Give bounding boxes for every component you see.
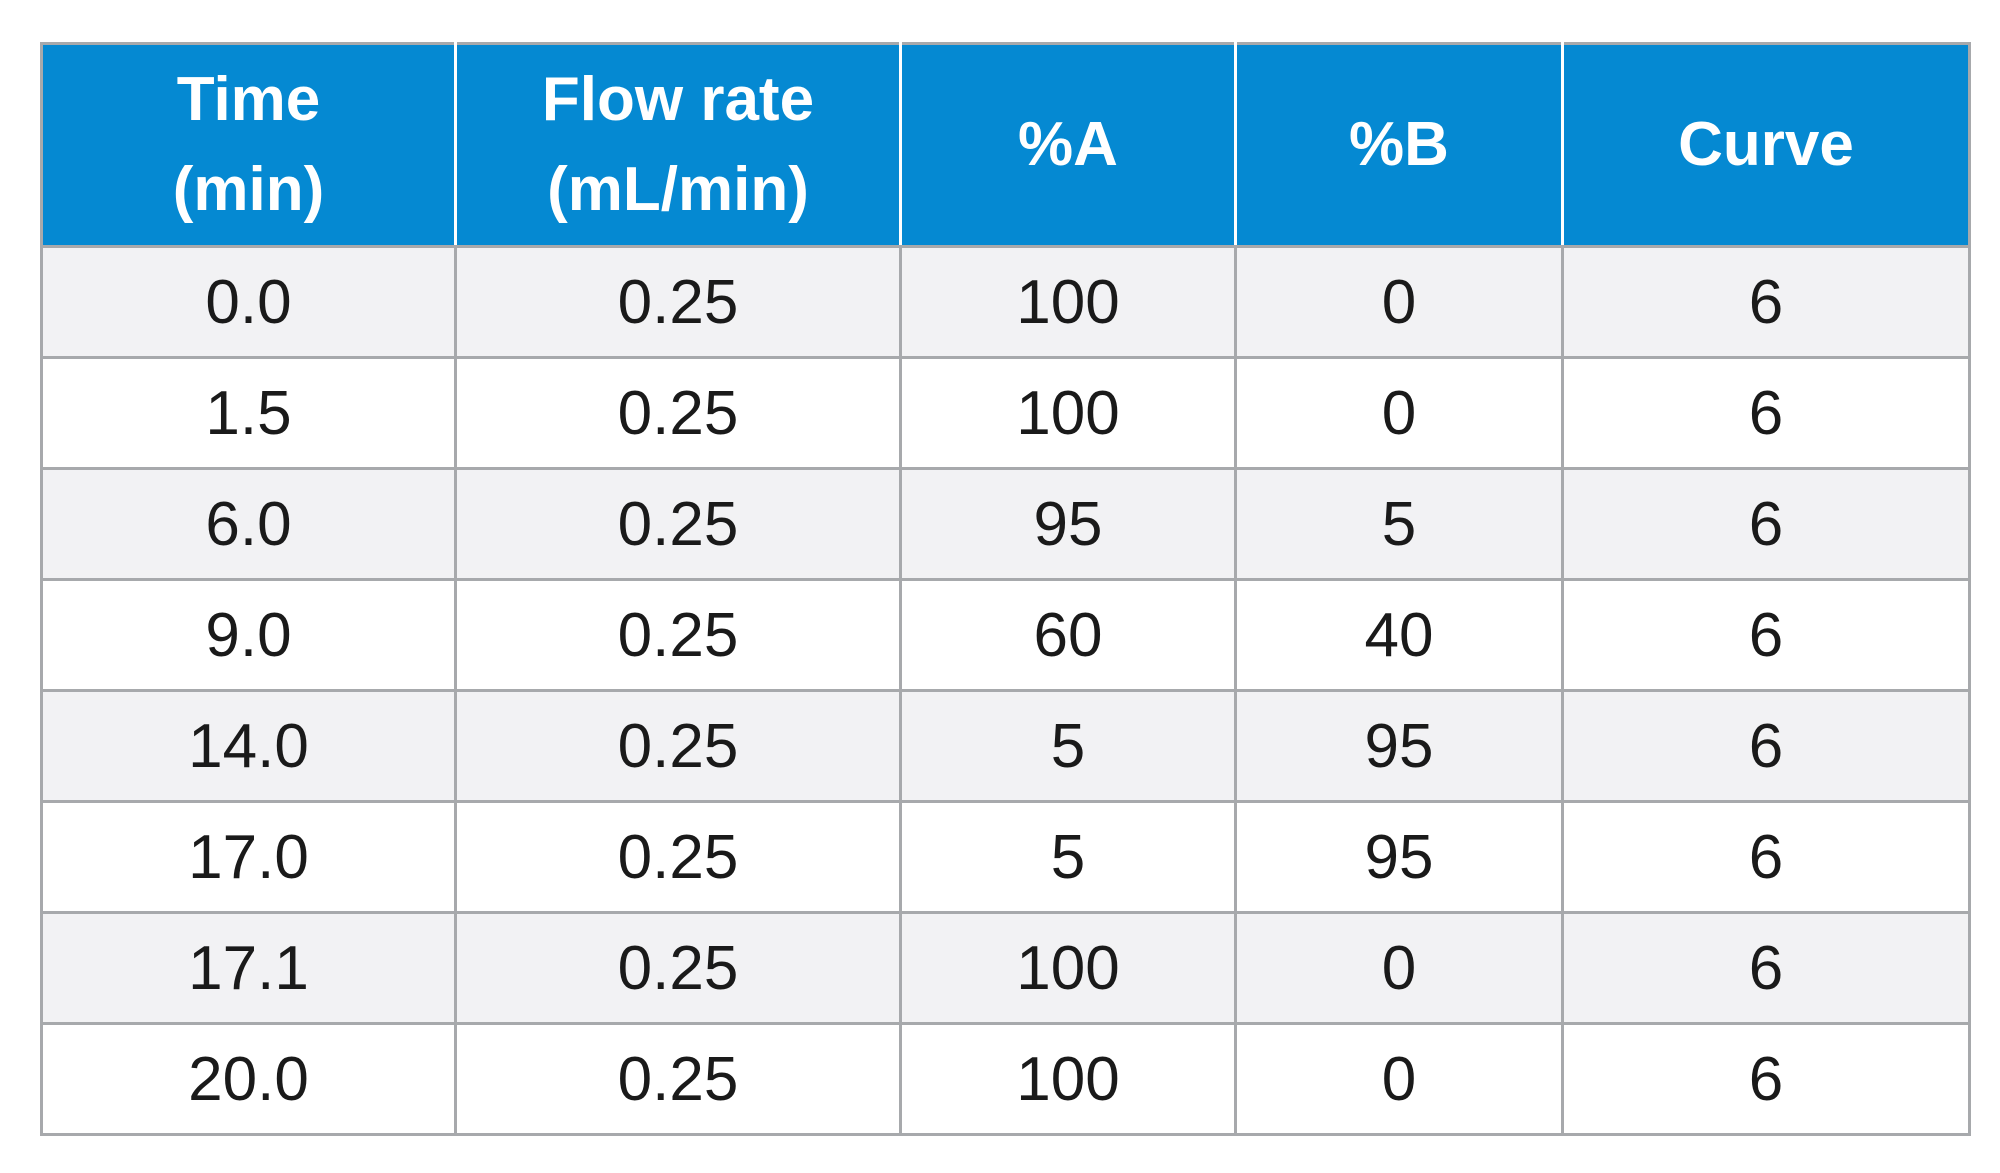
cell-percent-a: 5 bbox=[899, 689, 1237, 803]
cell-percent-a: 100 bbox=[899, 1022, 1237, 1136]
cell-flow-rate: 0.25 bbox=[454, 911, 902, 1025]
header-curve-label: Curve bbox=[1678, 110, 1854, 179]
cell-time: 1.5 bbox=[40, 356, 457, 470]
cell-time: 6.0 bbox=[40, 467, 457, 581]
cell-percent-a: 60 bbox=[899, 578, 1237, 692]
table-row: 1.5 0.25 100 0 6 bbox=[40, 356, 1971, 470]
cell-percent-b: 40 bbox=[1234, 578, 1564, 692]
cell-percent-b: 0 bbox=[1234, 911, 1564, 1025]
cell-flow-rate: 0.25 bbox=[454, 356, 902, 470]
header-time-line2: (min) bbox=[172, 155, 325, 224]
table-row: 0.0 0.25 100 0 6 bbox=[40, 245, 1971, 359]
table-body: 0.0 0.25 100 0 6 1.5 0.25 100 0 6 6.0 0.25 95 5 6 9.0 0.… bbox=[40, 245, 1971, 1136]
gradient-table-container: Time (min) Flow rate (mL/min) %A %B Curv… bbox=[40, 42, 1971, 1136]
cell-flow-rate: 0.25 bbox=[454, 245, 902, 359]
header-percent-a: %A bbox=[899, 42, 1237, 248]
header-percent-b: %B bbox=[1234, 42, 1564, 248]
table-row: 9.0 0.25 60 40 6 bbox=[40, 578, 1971, 692]
cell-percent-a: 100 bbox=[899, 356, 1237, 470]
cell-percent-b: 0 bbox=[1234, 356, 1564, 470]
table-row: 6.0 0.25 95 5 6 bbox=[40, 467, 1971, 581]
table-row: 20.0 0.25 100 0 6 bbox=[40, 1022, 1971, 1136]
cell-curve: 6 bbox=[1561, 689, 1971, 803]
cell-curve: 6 bbox=[1561, 911, 1971, 1025]
header-percent-a-label: %A bbox=[1018, 110, 1118, 179]
cell-flow-rate: 0.25 bbox=[454, 1022, 902, 1136]
cell-percent-b: 95 bbox=[1234, 689, 1564, 803]
cell-percent-a: 5 bbox=[899, 800, 1237, 914]
cell-percent-b: 95 bbox=[1234, 800, 1564, 914]
cell-flow-rate: 0.25 bbox=[454, 689, 902, 803]
table-row: 17.1 0.25 100 0 6 bbox=[40, 911, 1971, 1025]
cell-curve: 6 bbox=[1561, 800, 1971, 914]
cell-time: 9.0 bbox=[40, 578, 457, 692]
cell-curve: 6 bbox=[1561, 245, 1971, 359]
cell-curve: 6 bbox=[1561, 1022, 1971, 1136]
cell-flow-rate: 0.25 bbox=[454, 467, 902, 581]
cell-time: 14.0 bbox=[40, 689, 457, 803]
cell-percent-b: 5 bbox=[1234, 467, 1564, 581]
cell-time: 0.0 bbox=[40, 245, 457, 359]
header-time: Time (min) bbox=[40, 42, 457, 248]
cell-flow-rate: 0.25 bbox=[454, 800, 902, 914]
table-row: 17.0 0.25 5 95 6 bbox=[40, 800, 1971, 914]
cell-percent-b: 0 bbox=[1234, 245, 1564, 359]
header-flow-rate-line2: (mL/min) bbox=[547, 155, 809, 224]
header-time-line1: Time bbox=[176, 65, 321, 134]
header-percent-b-label: %B bbox=[1349, 110, 1449, 179]
cell-percent-a: 95 bbox=[899, 467, 1237, 581]
cell-curve: 6 bbox=[1561, 467, 1971, 581]
table-header-row: Time (min) Flow rate (mL/min) %A %B Curv… bbox=[40, 42, 1971, 248]
cell-curve: 6 bbox=[1561, 356, 1971, 470]
cell-flow-rate: 0.25 bbox=[454, 578, 902, 692]
cell-curve: 6 bbox=[1561, 578, 1971, 692]
cell-percent-a: 100 bbox=[899, 911, 1237, 1025]
header-flow-rate-line1: Flow rate bbox=[541, 65, 815, 134]
table-row: 14.0 0.25 5 95 6 bbox=[40, 689, 1971, 803]
cell-percent-b: 0 bbox=[1234, 1022, 1564, 1136]
cell-time: 17.0 bbox=[40, 800, 457, 914]
cell-time: 17.1 bbox=[40, 911, 457, 1025]
cell-time: 20.0 bbox=[40, 1022, 457, 1136]
header-curve: Curve bbox=[1561, 42, 1971, 248]
gradient-table: Time (min) Flow rate (mL/min) %A %B Curv… bbox=[40, 42, 1971, 1136]
cell-percent-a: 100 bbox=[899, 245, 1237, 359]
header-flow-rate: Flow rate (mL/min) bbox=[454, 42, 902, 248]
